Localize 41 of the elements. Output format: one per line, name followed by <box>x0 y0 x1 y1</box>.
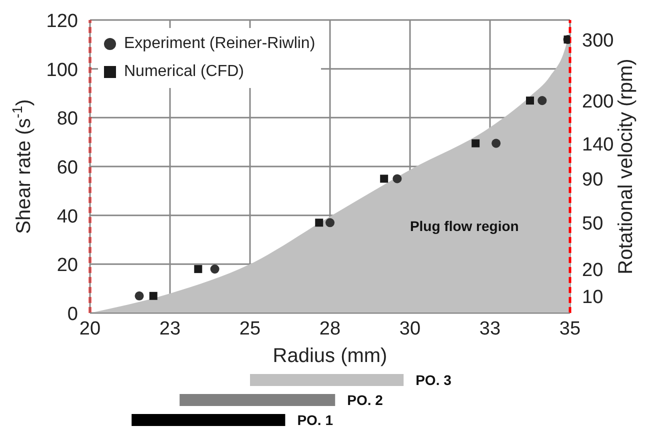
y-tick-label: 40 <box>56 206 78 228</box>
point <box>392 174 402 184</box>
point <box>325 218 335 228</box>
y-tick-label: 20 <box>56 255 78 276</box>
x-axis-title: Radius (mm) <box>272 345 388 367</box>
x-tick-label: 23 <box>159 318 181 340</box>
y-tick-label: 0 <box>67 304 78 325</box>
x-tick-label: 28 <box>319 318 341 340</box>
y-tick-label: 80 <box>56 108 78 130</box>
point <box>315 218 324 227</box>
point <box>526 96 534 105</box>
text: 10 <box>582 286 604 308</box>
legend-label: Experiment (Reiner-Riwlin) <box>124 34 316 54</box>
legend-label: Numerical (CFD) <box>124 62 244 82</box>
point <box>210 264 220 274</box>
point <box>538 96 547 106</box>
y-tick-label: 120 <box>46 11 78 32</box>
text: 200 <box>582 92 614 113</box>
point <box>134 291 144 300</box>
x-tick-label: 33 <box>479 318 501 340</box>
y2-axis-title: Rotational velocity (rpm) <box>615 58 637 274</box>
text: 20 <box>582 260 604 282</box>
text: 140 <box>582 134 614 156</box>
x-tick-label: 25 <box>239 318 261 340</box>
y-tick-label: PO. 2 <box>347 392 384 408</box>
y-tick-label: PO. 1 <box>297 412 334 428</box>
point <box>149 292 158 300</box>
point <box>492 138 501 148</box>
x-tick-label: 30 <box>399 318 421 340</box>
text: 300 <box>582 30 614 52</box>
y-tick-label: 60 <box>56 158 78 178</box>
text: 50 <box>582 214 604 235</box>
annotation: Plug flow region <box>410 218 519 234</box>
y-tick-label: PO. 3 <box>416 372 452 388</box>
x-tick-label: 20 <box>79 318 101 340</box>
point <box>194 265 202 274</box>
x-tick-label: 35 <box>559 318 581 340</box>
point <box>380 174 388 183</box>
text: 90 <box>582 170 604 191</box>
point <box>472 139 480 148</box>
y-tick-label: 100 <box>46 60 78 81</box>
